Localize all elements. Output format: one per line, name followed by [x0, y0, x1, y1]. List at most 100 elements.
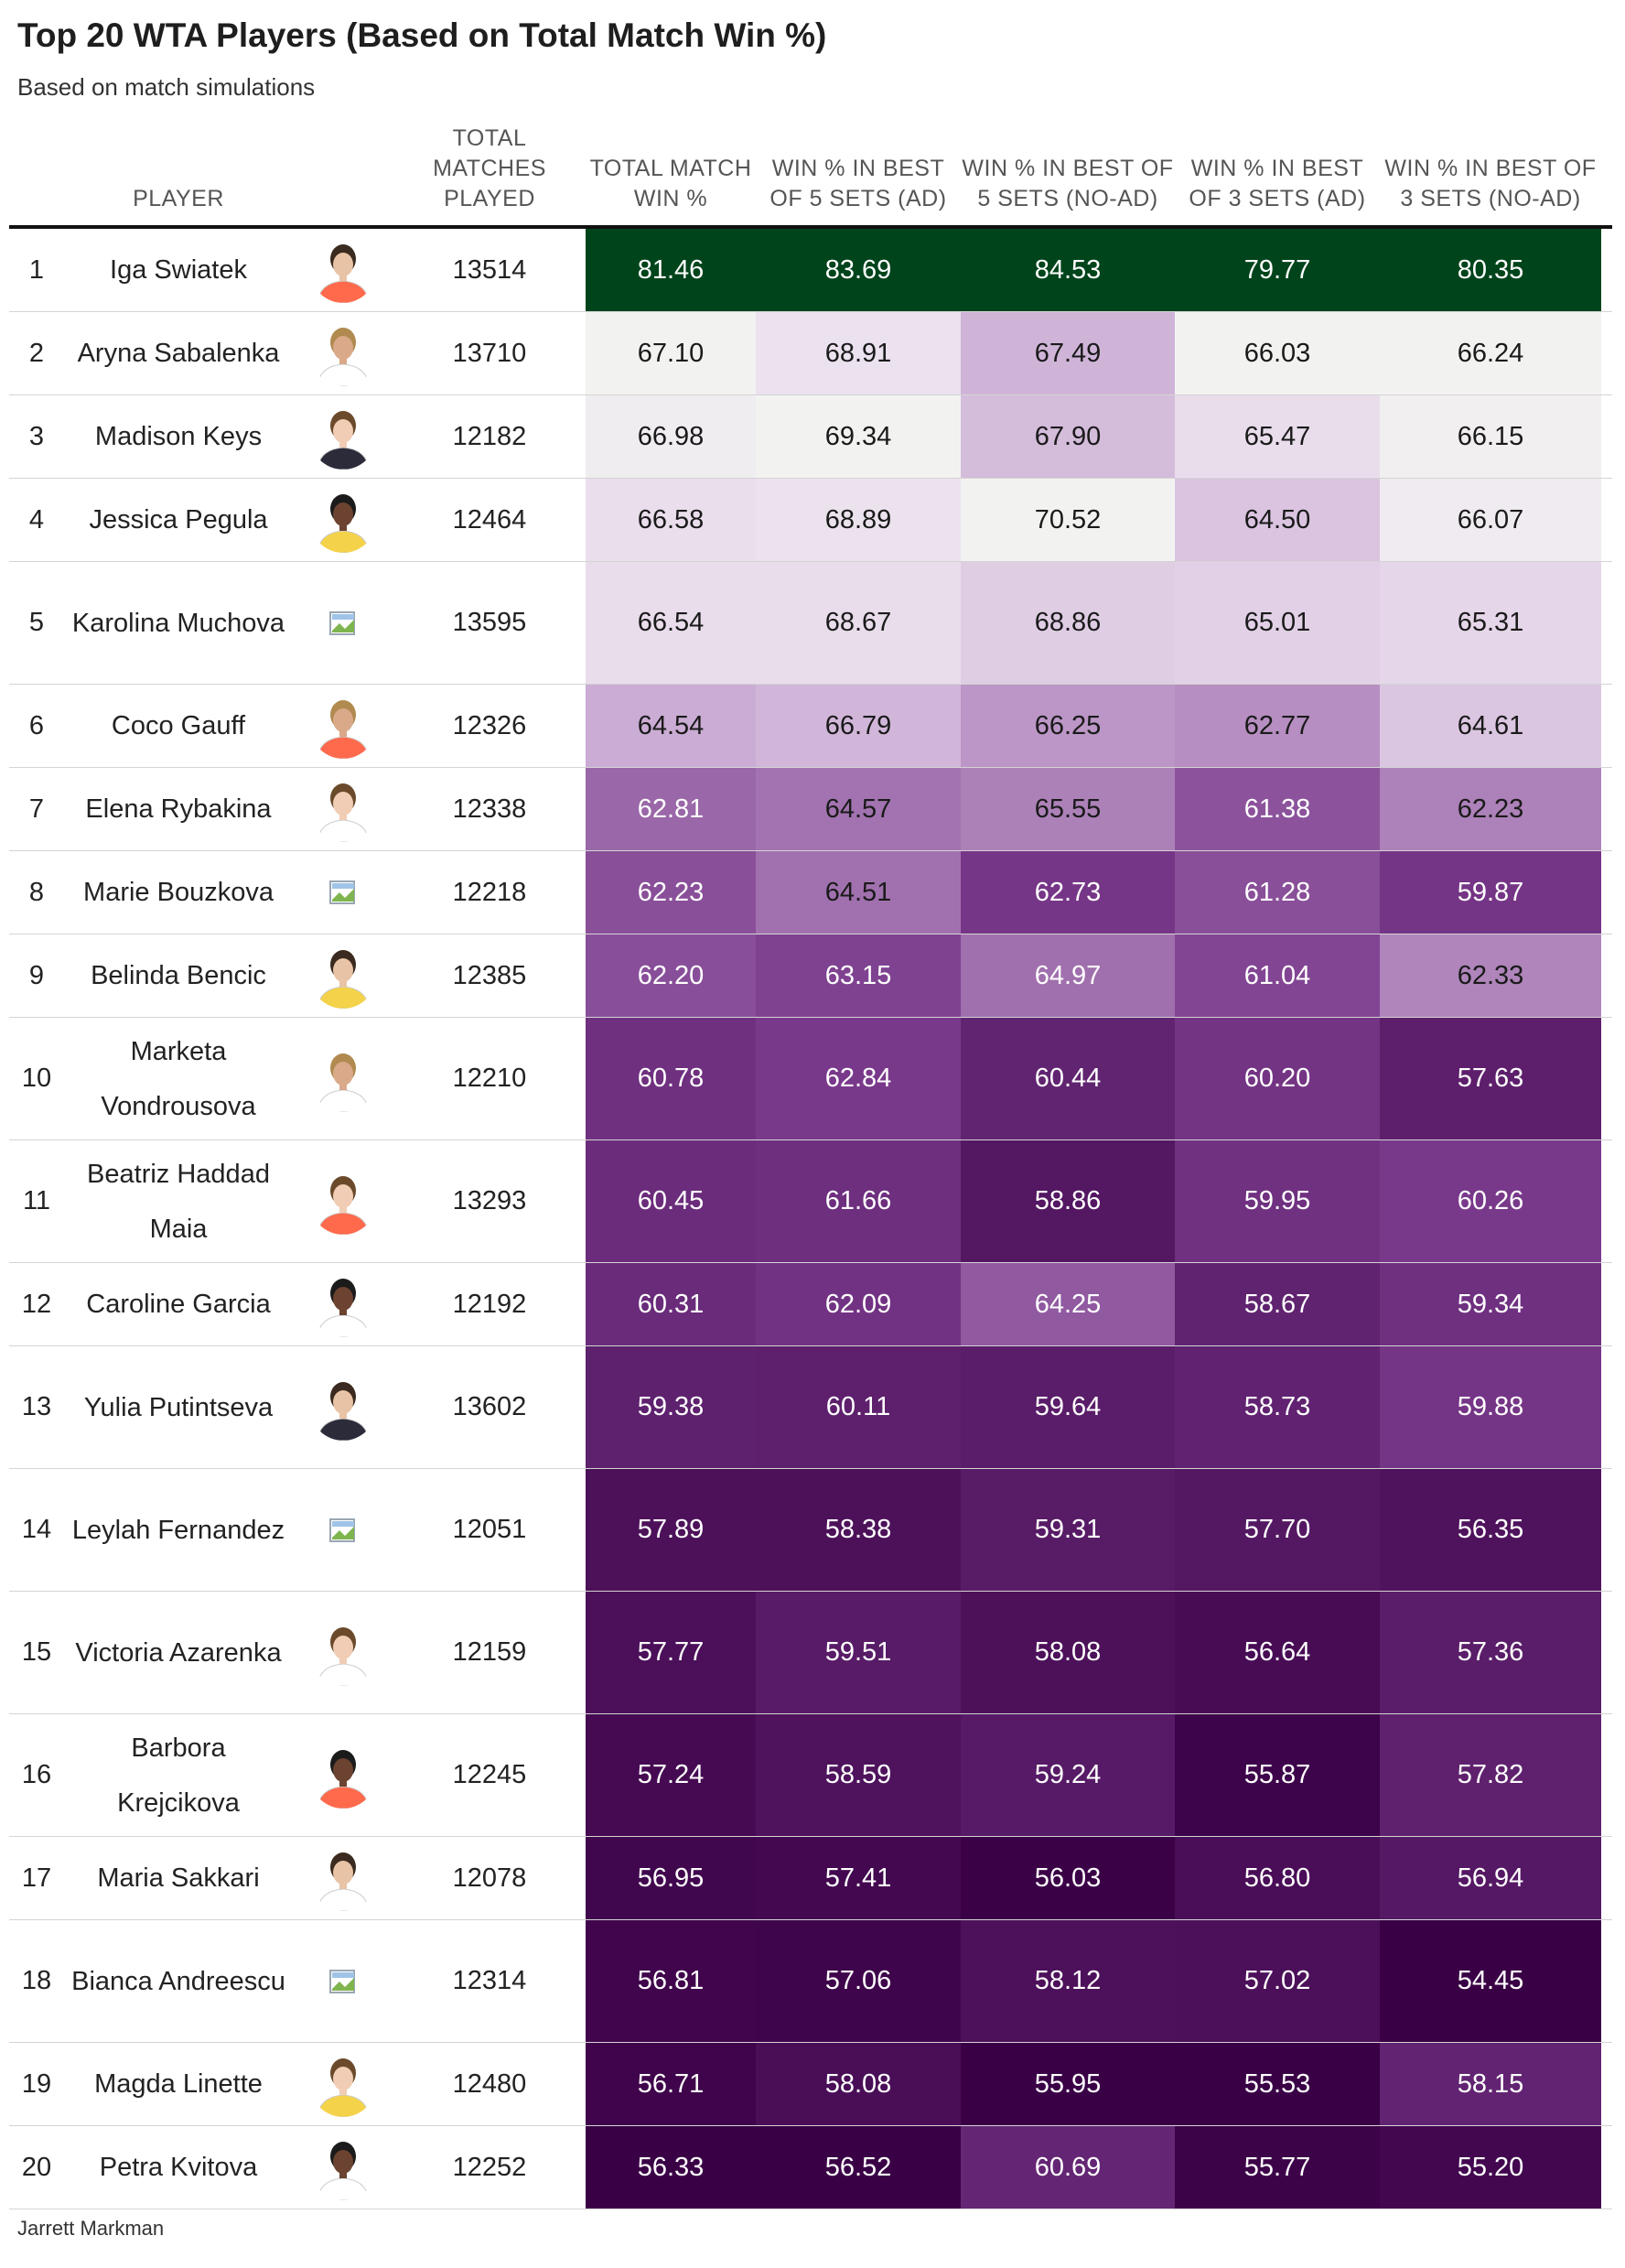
heat-cell-bo5-noad: 66.25 [961, 685, 1175, 767]
heat-cell-bo5-noad: 58.08 [961, 1592, 1175, 1713]
heat-cell-bo5-ad: 63.15 [756, 934, 961, 1017]
heat-cell-bo5-ad: 62.09 [756, 1263, 961, 1345]
heat-cell-bo5-noad: 67.90 [961, 395, 1175, 478]
heat-cell-total: 67.10 [586, 312, 756, 394]
heat-cell-bo3-noad: 65.31 [1380, 562, 1601, 684]
player-photo-cell [293, 229, 393, 311]
table-row: 11 Beatriz Haddad Maia 13293 60.45 61.66 58.8… [9, 1140, 1612, 1263]
player-photo [317, 494, 370, 553]
matches-cell: 13595 [452, 608, 527, 637]
heat-cell-bo3-noad: 62.23 [1380, 768, 1601, 850]
heat-cell-bo5-noad: 64.25 [961, 1263, 1175, 1345]
rank-cell: 6 [28, 710, 45, 740]
heat-cell-bo5-ad: 64.51 [756, 851, 961, 934]
matches-cell: 12182 [452, 421, 527, 451]
player-name-cell: Iga Swiatek [110, 255, 247, 285]
rank-cell: 2 [28, 338, 45, 368]
heat-cell-bo3-ad: 59.95 [1175, 1140, 1380, 1262]
heat-cell-bo3-noad: 62.33 [1380, 934, 1601, 1017]
table-body: 1 Iga Swiatek 13514 81.46 83.69 84.53 79.77 80.… [9, 229, 1612, 2209]
header-player: PLAYER [133, 186, 224, 211]
player-name-cell: Leylah Fernandez [71, 1515, 285, 1545]
heat-cell-bo3-ad: 61.38 [1175, 768, 1380, 850]
player-name-cell: Magda Linette [94, 2069, 263, 2099]
rank-cell: 16 [21, 1760, 52, 1789]
player-photo-cell [293, 1469, 393, 1591]
rank-cell: 17 [21, 1863, 52, 1893]
heat-cell-bo3-noad: 58.15 [1380, 2043, 1601, 2125]
rank-cell: 7 [28, 794, 45, 824]
rank-cell: 1 [28, 254, 45, 285]
player-photo [317, 328, 370, 386]
table-row: 7 Elena Rybakina 12338 62.81 64.57 65.55 61.38… [9, 768, 1612, 851]
player-name-cell: Beatriz Haddad Maia [87, 1159, 270, 1244]
heat-cell-bo5-ad: 68.89 [756, 479, 961, 561]
table-row: 19 Magda Linette 12480 56.71 58.08 55.95 55.53… [9, 2043, 1612, 2126]
heat-cell-bo3-ad: 56.80 [1175, 1837, 1380, 1919]
rankings-table: PLAYER TOTAL MATCHES PLAYED TOTAL MATCH … [9, 117, 1612, 2209]
matches-cell: 12159 [452, 1637, 527, 1667]
heat-cell-bo3-ad: 66.03 [1175, 312, 1380, 394]
matches-cell: 12464 [452, 504, 527, 535]
table-row: 1 Iga Swiatek 13514 81.46 83.69 84.53 79.77 80.… [9, 229, 1612, 312]
player-photo-cell [293, 562, 393, 684]
rank-cell: 15 [21, 1637, 52, 1667]
rank-cell: 5 [28, 608, 45, 637]
heat-cell-total: 59.38 [586, 1346, 756, 1468]
matches-cell: 12218 [452, 877, 527, 907]
heat-cell-total: 57.24 [586, 1714, 756, 1836]
player-name-cell: Barbora Krejcikova [117, 1733, 240, 1818]
player-photo-cell [293, 2126, 393, 2209]
heat-cell-bo3-ad: 62.77 [1175, 685, 1380, 767]
heat-cell-total: 57.89 [586, 1469, 756, 1591]
player-name-cell: Caroline Garcia [86, 1290, 271, 1319]
player-name-cell: Jessica Pegula [89, 505, 268, 535]
player-photo-cell [293, 1920, 393, 2042]
header-bo5-noad: WIN % IN BEST OF 5 SETS (NO-AD) [962, 156, 1174, 211]
heat-cell-bo5-noad: 59.31 [961, 1469, 1175, 1591]
heat-cell-bo3-ad: 61.04 [1175, 934, 1380, 1017]
table-row: 6 Coco Gauff 12326 64.54 66.79 66.25 62.77 64.6… [9, 685, 1612, 768]
matches-cell: 12385 [452, 960, 527, 990]
player-photo-cell [293, 1263, 393, 1345]
player-name-cell: Belinda Bencic [91, 961, 266, 990]
matches-cell: 12245 [452, 1760, 527, 1789]
player-name-cell: Victoria Azarenka [75, 1637, 282, 1668]
heat-cell-bo3-ad: 64.50 [1175, 479, 1380, 561]
player-photo [317, 950, 370, 1009]
heat-cell-bo3-noad: 55.20 [1380, 2126, 1601, 2209]
table-row: 20 Petra Kvitova 12252 56.33 56.52 60.69 55.77… [9, 2126, 1612, 2209]
matches-cell: 12338 [452, 794, 527, 824]
heat-cell-bo3-ad: 65.01 [1175, 562, 1380, 684]
heat-cell-bo3-ad: 55.53 [1175, 2043, 1380, 2125]
heat-cell-bo3-noad: 54.45 [1380, 1920, 1601, 2042]
heat-cell-bo3-ad: 79.77 [1175, 229, 1380, 311]
heat-cell-bo5-ad: 61.66 [756, 1140, 961, 1262]
matches-cell: 12051 [452, 1515, 527, 1544]
rank-cell: 13 [21, 1392, 52, 1421]
heat-cell-bo3-noad: 59.88 [1380, 1346, 1601, 1468]
matches-cell: 12326 [452, 710, 527, 740]
rank-cell: 18 [21, 1966, 52, 1995]
heat-cell-total: 60.31 [586, 1263, 756, 1345]
heat-cell-bo5-noad: 68.86 [961, 562, 1175, 684]
heat-cell-bo3-ad: 65.47 [1175, 395, 1380, 478]
heat-cell-bo3-ad: 57.70 [1175, 1469, 1380, 1591]
heat-cell-bo5-ad: 58.38 [756, 1469, 961, 1591]
player-photo-cell [293, 1140, 393, 1262]
heat-cell-bo3-ad: 57.02 [1175, 1920, 1380, 2042]
player-photo [317, 2142, 370, 2200]
heat-cell-bo5-ad: 68.67 [756, 562, 961, 684]
player-name-cell: Madison Keys [94, 422, 263, 451]
rank-cell: 10 [21, 1064, 52, 1093]
heat-cell-bo3-ad: 55.87 [1175, 1714, 1380, 1836]
rank-cell: 12 [21, 1289, 52, 1319]
broken-image-icon [329, 880, 355, 904]
heat-cell-bo3-ad: 55.77 [1175, 2126, 1380, 2209]
player-photo-cell [293, 479, 393, 561]
matches-cell: 12210 [452, 1064, 527, 1093]
heat-cell-bo3-noad: 57.36 [1380, 1592, 1601, 1713]
player-photo [317, 1749, 370, 1809]
table-row: 9 Belinda Bencic 12385 62.20 63.15 64.97 61.04… [9, 934, 1612, 1018]
heat-cell-bo5-noad: 58.86 [961, 1140, 1175, 1262]
